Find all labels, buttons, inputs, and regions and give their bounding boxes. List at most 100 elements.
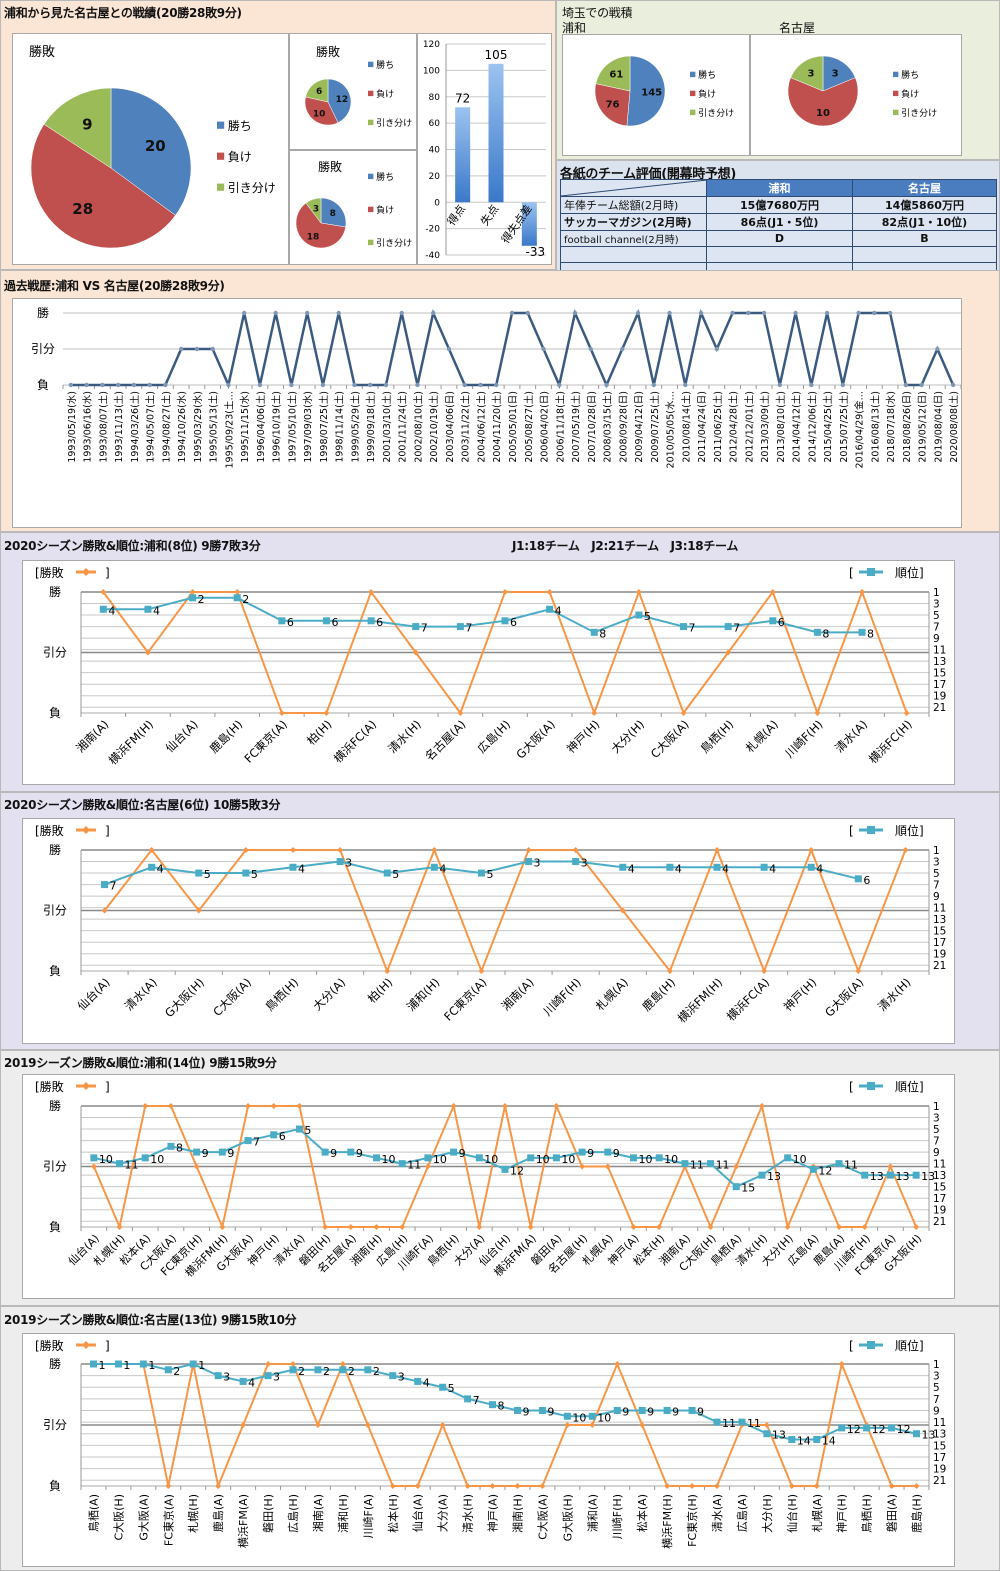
pie-value-label: 10 xyxy=(816,108,830,119)
h2h-total-pie-box: 勝敗 20 28 9 勝ち 負け 引き分け xyxy=(12,33,289,265)
rank-point xyxy=(114,1360,122,1368)
legend-label-win: 勝ち xyxy=(228,118,252,133)
pie-slice-loss xyxy=(594,83,631,127)
rank-tick-label: 11 xyxy=(933,1159,946,1171)
x-tick-label: 2005/08/27(土) xyxy=(523,391,535,463)
pie-slice-win xyxy=(320,197,347,228)
result-point xyxy=(887,1163,894,1170)
rank-tick-label: 21 xyxy=(933,1216,946,1228)
x-tick-label: 2018/07/18(水) xyxy=(885,391,897,463)
eval-table-header: 浦和 名古屋 xyxy=(560,179,997,197)
result-point xyxy=(836,1224,843,1230)
rank-data-label: 3 xyxy=(581,857,588,870)
x-tick-label: 神戸(A) xyxy=(486,1494,500,1532)
rank-legend-label: 順位] xyxy=(895,1338,924,1353)
eval-cell xyxy=(560,246,707,263)
s2019-urawa-title: 2019シーズン勝敗&順位:浦和(14位) 9勝15敗9分 xyxy=(4,1056,277,1070)
rank-point xyxy=(638,1406,646,1414)
x-tick-label: 広島(H) xyxy=(286,1494,300,1533)
rank-tick-label: 15 xyxy=(933,926,946,938)
rank-data-label: 10 xyxy=(597,1411,611,1424)
rank-point xyxy=(713,863,721,871)
rank-data-label: 4 xyxy=(298,862,305,875)
x-tick-label: 鹿島(H) xyxy=(910,1494,924,1533)
eval-cell: 86点(J1・5位) xyxy=(706,213,853,231)
rank-point xyxy=(195,869,203,877)
result-point xyxy=(296,1103,303,1109)
x-tick-label: 1993/11/13(土) xyxy=(113,391,125,463)
x-tick-label: 磐田(A) xyxy=(885,1494,899,1532)
rank-point xyxy=(501,1165,509,1173)
rank-point xyxy=(412,623,420,631)
y-tick-label: -20 xyxy=(425,225,440,235)
rank-point xyxy=(321,1148,329,1156)
bar-value-label: 72 xyxy=(455,91,470,105)
history-point xyxy=(494,382,499,388)
rank-data-label: 12 xyxy=(818,1164,832,1177)
rank-tick-label: 9 xyxy=(933,1405,940,1417)
result-point xyxy=(855,968,862,974)
pie-slice-draw xyxy=(305,78,329,103)
history-point xyxy=(872,310,877,316)
x-tick-label: 川崎F(H) xyxy=(610,1494,624,1539)
result-axis-label: 負 xyxy=(49,706,61,720)
legend-swatch-win xyxy=(368,61,374,68)
history-point xyxy=(840,382,846,388)
s2019-nagoya-section: 2019シーズン勝敗&順位:名古屋(13位) 9勝15敗10分 [勝敗] [順位]… xyxy=(0,1306,1000,1571)
x-tick-label: 1995/03/29(水) xyxy=(192,391,204,463)
rank-point xyxy=(475,1154,483,1162)
history-point xyxy=(383,382,389,388)
rank-data-label: 10 xyxy=(382,1153,396,1166)
x-tick-label: 鳥栖(H) xyxy=(698,717,737,756)
legend-label-draw: 引き分け xyxy=(376,238,412,249)
rank-data-label: 6 xyxy=(778,616,785,629)
rank-point xyxy=(383,869,391,877)
x-tick-label: 大分(A) xyxy=(436,1494,450,1532)
x-tick-label: 横浜FM(H) xyxy=(660,1494,674,1549)
rank-data-label: 11 xyxy=(125,1159,139,1172)
x-tick-label: 2002/08/10(土) xyxy=(412,391,424,463)
history-point xyxy=(210,346,215,352)
x-tick-label: 札幌(A) xyxy=(743,717,781,755)
rank-point xyxy=(89,1360,97,1368)
rank-point xyxy=(525,858,533,866)
rank-data-label: 10 xyxy=(99,1153,113,1166)
rank-data-label: 6 xyxy=(863,874,870,887)
s2019-urawa-section: 2019シーズン勝敗&順位:浦和(14位) 9勝15敗9分 [勝敗] [順位] 勝引… xyxy=(0,1050,1000,1306)
eval-cell: 14億5860万円 xyxy=(852,196,997,214)
result-point xyxy=(101,907,108,914)
eval-cell xyxy=(852,246,997,263)
history-point xyxy=(304,310,310,316)
rank-data-label: 4 xyxy=(675,862,682,875)
x-tick-label: 湘南(H) xyxy=(510,1494,524,1533)
rank-point xyxy=(464,1395,472,1403)
x-tick-label: 横浜FM(H) xyxy=(675,975,725,1025)
legend-swatch-win xyxy=(690,71,696,78)
history-point xyxy=(100,382,105,388)
x-tick-label: 2011/06/25(土) xyxy=(712,391,724,463)
rank-data-label: 9 xyxy=(587,1147,594,1160)
x-tick-label: 横浜FC(A) xyxy=(724,975,772,1023)
history-point xyxy=(651,382,656,388)
x-tick-label: C大阪(H) xyxy=(111,1494,125,1541)
rank-point xyxy=(613,1406,621,1414)
pie-slice-loss xyxy=(30,123,176,249)
rank-tick-label: 19 xyxy=(933,1205,946,1217)
pie-slice-draw xyxy=(790,55,824,92)
rank-point xyxy=(278,617,286,625)
rank-point xyxy=(164,1366,172,1374)
x-tick-label: 2006/11/18(土) xyxy=(554,391,566,463)
s2020-nagoya-section: 2020シーズン勝敗&順位:名古屋(6位) 10勝5敗3分 [勝敗] [順位] 勝引… xyxy=(0,792,1000,1050)
result-point xyxy=(290,847,296,853)
h2h-goals-box: -40 -20 0 20 40 60 80 100 120 72 得点 105 失点 -33 得失点差 xyxy=(417,33,552,265)
s2020-urawa-title: 2020シーズン勝敗&順位:浦和(8位) 9勝7敗3分 xyxy=(4,539,261,553)
pie-value-label: 145 xyxy=(641,87,662,98)
result-point xyxy=(364,1422,371,1428)
x-tick-label: 清水(A) xyxy=(711,1494,724,1532)
rank-data-label: 4 xyxy=(769,862,776,875)
x-tick-label: 1994/05/07(土) xyxy=(145,391,157,463)
rank-point xyxy=(289,1366,297,1374)
result-point xyxy=(553,1103,560,1109)
pie-title: 勝敗 xyxy=(318,159,342,174)
